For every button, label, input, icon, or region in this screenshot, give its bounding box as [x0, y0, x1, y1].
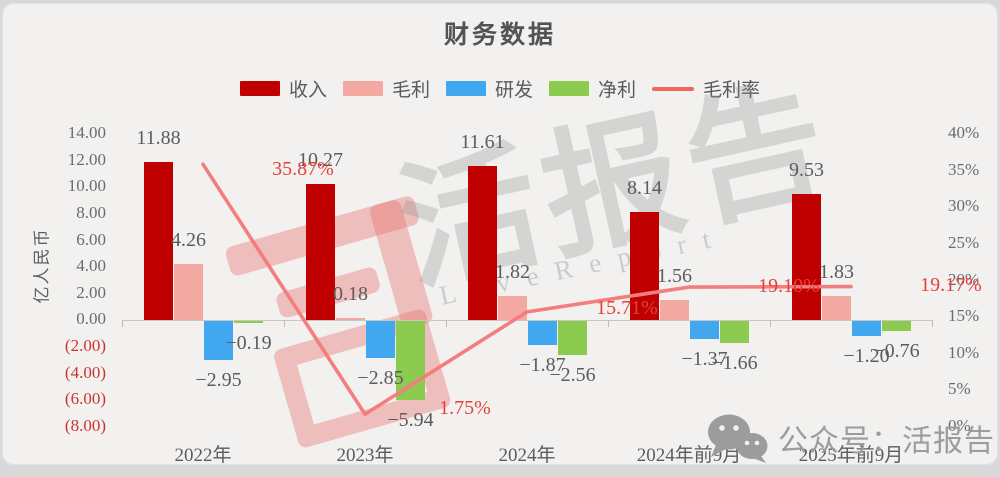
- y-left-tick: (6.00): [64, 389, 106, 409]
- y-left-tick: 6.00: [76, 229, 106, 249]
- x-axis-label: 2023年: [336, 445, 394, 465]
- wechat-icon: [708, 414, 768, 463]
- value-label-gross-profit: 0.18: [333, 283, 368, 306]
- gross-margin-label: 19.17%: [920, 273, 982, 296]
- y-right-tick: 20%: [948, 269, 980, 289]
- bar-rnd: [528, 320, 557, 346]
- bar-revenue: [792, 193, 821, 321]
- zero-axis-line: [122, 320, 932, 321]
- y-left-tick: 8.00: [76, 202, 106, 222]
- y-right-tick: 15%: [948, 306, 980, 326]
- value-label-rnd: −1.20: [843, 345, 890, 368]
- y-left-tick: (8.00): [64, 416, 106, 435]
- value-label-net-profit: −1.66: [711, 351, 758, 374]
- legend-item-0: 收入: [239, 75, 327, 102]
- bar-gross-profit: [822, 296, 851, 321]
- value-label-revenue: 8.14: [627, 177, 662, 200]
- chart-title: 财务数据: [443, 22, 556, 49]
- wechat-account-label: 公众号：活报告: [778, 425, 995, 458]
- legend-swatch-2: [445, 81, 486, 96]
- bar-rnd: [690, 320, 719, 339]
- value-label-net-profit: −0.76: [873, 339, 920, 362]
- y-right-tick: 5%: [948, 379, 971, 399]
- legend-label-3: 净利: [598, 80, 637, 101]
- x-axis-label: 2024年: [498, 445, 556, 465]
- value-label-gross-profit: 1.56: [657, 264, 692, 287]
- legend-label-4: 毛利率: [703, 80, 761, 101]
- legend-item-4: 毛利率: [652, 75, 760, 102]
- value-label-gross-profit: 1.82: [495, 261, 530, 284]
- bar-net-profit: [720, 320, 749, 343]
- x-axis-label: 2022年: [174, 445, 232, 465]
- gross-margin-label: 1.75%: [439, 397, 491, 420]
- legend-label-0: 收入: [288, 80, 327, 101]
- bar-rnd: [366, 320, 395, 359]
- gross-margin-label: 15.71%: [596, 296, 658, 319]
- legend-swatch-1: [342, 81, 383, 96]
- value-label-net-profit: −2.56: [549, 363, 596, 386]
- y-left-tick: (4.00): [64, 362, 106, 382]
- axis-tickmark: [284, 320, 285, 327]
- legend-swatch-0: [239, 81, 280, 96]
- legend: 收入 毛利 研发 净利 毛利率: [2, 75, 998, 102]
- wechat-watermark: 公众号：活报告: [706, 413, 995, 463]
- gross-margin-label: 19.10%: [758, 275, 820, 298]
- y-left-tick: 14.00: [67, 123, 106, 142]
- y-left-tick: 0.00: [76, 309, 106, 329]
- gross-margin-label: 35.87%: [272, 158, 334, 181]
- legend-swatch-4: [652, 86, 695, 91]
- bar-rnd: [852, 320, 881, 337]
- axis-tickmark: [932, 320, 933, 327]
- y-right-tick: 10%: [948, 342, 980, 362]
- y-left-tick: 2.00: [76, 282, 106, 302]
- y-left-tick: 10.00: [67, 176, 106, 196]
- legend-label-2: 研发: [494, 80, 533, 101]
- bar-gross-profit: [498, 296, 527, 321]
- value-label-rnd: −2.95: [195, 368, 242, 391]
- legend-item-2: 研发: [445, 75, 533, 102]
- axis-tickmark: [446, 320, 447, 327]
- y-right-tick: 25%: [948, 232, 980, 252]
- bar-gross-profit: [174, 263, 203, 321]
- y-right-tick: 30%: [948, 196, 980, 216]
- y-right-tick: 40%: [948, 123, 980, 142]
- legend-swatch-3: [549, 81, 589, 96]
- value-label-revenue: 11.61: [460, 130, 505, 153]
- y-left-tick: (2.00): [64, 336, 106, 356]
- value-label-gross-profit: 4.26: [171, 228, 206, 251]
- y-left-tick: 4.00: [76, 256, 106, 276]
- value-label-net-profit: −0.19: [225, 331, 272, 354]
- legend-label-1: 毛利: [391, 80, 430, 101]
- axis-tickmark: [770, 320, 771, 327]
- value-label-rnd: −2.85: [357, 367, 404, 390]
- axis-tickmark: [608, 320, 609, 327]
- axis-tickmark: [122, 320, 123, 327]
- y-right-tick: 0%: [948, 416, 971, 435]
- bar-revenue: [468, 165, 497, 321]
- x-axis-label: 2025年前9月: [798, 445, 904, 465]
- bar-revenue: [144, 162, 173, 321]
- bar-net-profit: [558, 320, 587, 355]
- legend-item-1: 毛利: [342, 75, 430, 102]
- value-label-revenue: 9.53: [789, 158, 824, 181]
- legend-item-3: 净利: [549, 75, 636, 102]
- value-label-revenue: 11.88: [136, 127, 181, 150]
- y-right-tick: 35%: [948, 159, 980, 179]
- chart-card: 活报告 LiveReport 财务数据 收入 毛利 研发 净利 毛利率 亿人民币 公众号…: [2, 3, 998, 465]
- bar-net-profit: [882, 320, 911, 331]
- y-left-tick: 12.00: [67, 149, 106, 169]
